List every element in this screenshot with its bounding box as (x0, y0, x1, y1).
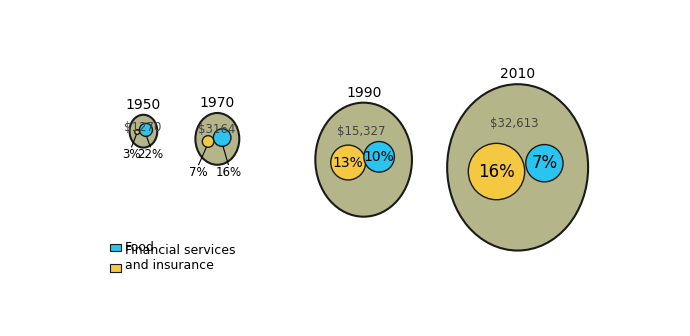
Text: 1950: 1950 (126, 98, 161, 112)
Text: 16%: 16% (478, 163, 515, 180)
Ellipse shape (526, 144, 563, 182)
Text: 3%: 3% (122, 149, 141, 161)
Ellipse shape (139, 123, 152, 136)
Ellipse shape (195, 113, 239, 165)
Text: Food: Food (125, 241, 155, 254)
Text: 1990: 1990 (346, 86, 382, 99)
Text: $15,327: $15,327 (337, 125, 386, 138)
Ellipse shape (130, 115, 157, 148)
Bar (110, 244, 121, 251)
Ellipse shape (447, 84, 588, 251)
Text: $3164: $3164 (197, 123, 235, 136)
Ellipse shape (202, 136, 214, 147)
Text: $32,613: $32,613 (490, 118, 538, 130)
Text: 10%: 10% (364, 150, 395, 164)
Text: 7%: 7% (189, 166, 208, 179)
Text: 13%: 13% (333, 156, 364, 170)
Text: $1270: $1270 (124, 121, 161, 134)
Text: 7%: 7% (531, 154, 558, 172)
Ellipse shape (213, 129, 231, 146)
Ellipse shape (364, 141, 395, 172)
Text: Financial services
and insurance: Financial services and insurance (125, 244, 235, 272)
Ellipse shape (135, 130, 139, 134)
Ellipse shape (469, 143, 524, 200)
Ellipse shape (331, 145, 366, 180)
Text: 2010: 2010 (500, 67, 535, 81)
Ellipse shape (315, 103, 412, 217)
Text: 22%: 22% (137, 149, 164, 161)
Text: 16%: 16% (215, 166, 242, 179)
Text: 1970: 1970 (199, 96, 235, 110)
Bar (110, 264, 121, 272)
